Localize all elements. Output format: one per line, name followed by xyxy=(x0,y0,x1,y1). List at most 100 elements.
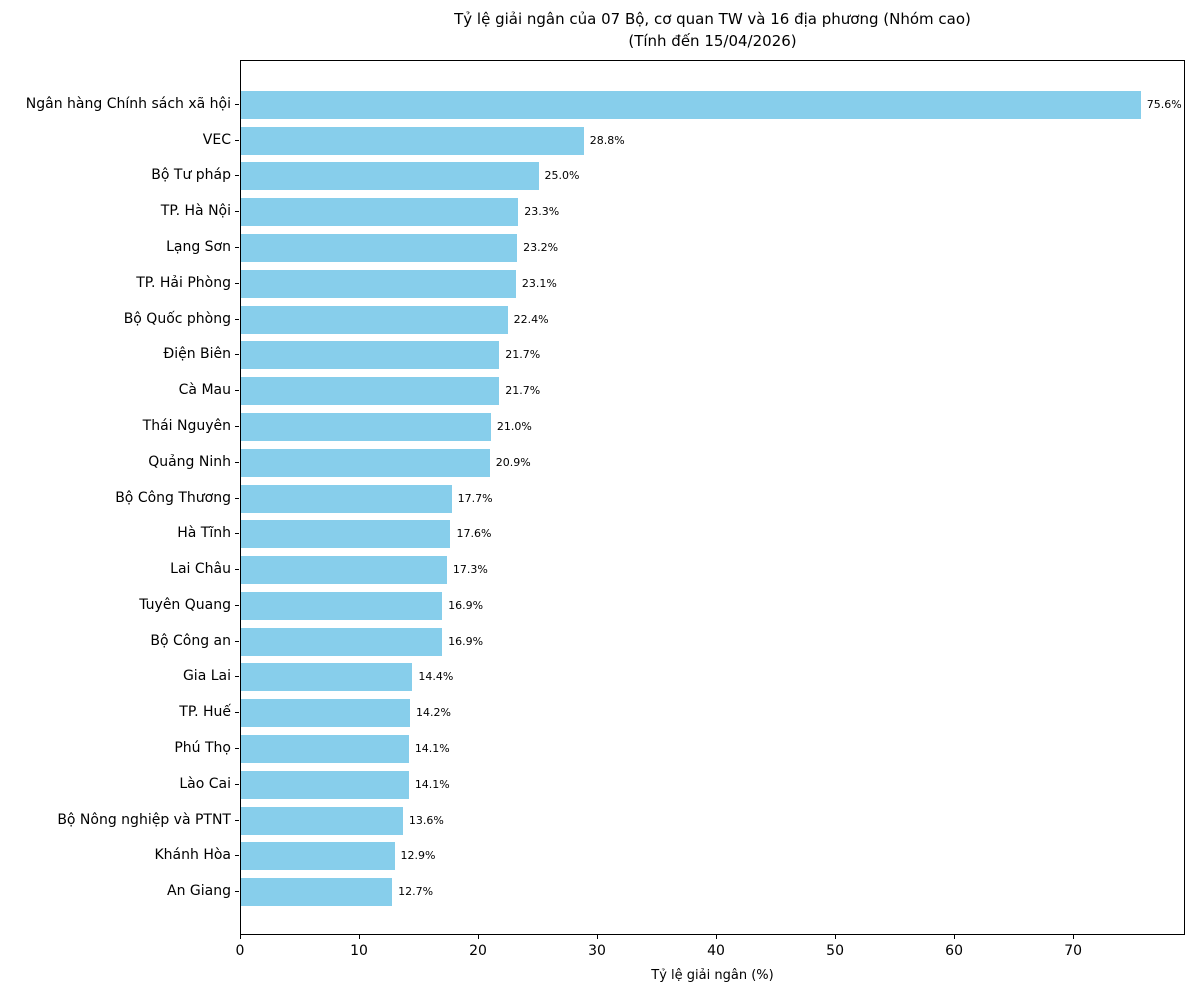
y-tick-mark xyxy=(235,390,239,392)
x-tick-mark xyxy=(359,935,361,939)
bar-value-label: 14.2% xyxy=(416,706,451,720)
bar xyxy=(241,305,508,334)
bar xyxy=(241,126,584,155)
y-tick-label: Bộ Tư pháp xyxy=(151,167,231,184)
chart-title: Tỷ lệ giải ngân của 07 Bộ, cơ quan TW và… xyxy=(454,10,971,28)
y-tick-mark xyxy=(235,604,239,606)
y-tick-mark xyxy=(235,533,239,535)
bar-value-label: 20.9% xyxy=(495,455,531,469)
x-tick-label: 10 xyxy=(350,943,368,959)
y-tick-label: TP. Hà Nội xyxy=(160,203,231,220)
y-tick-mark xyxy=(235,425,239,427)
bar-value-label: 21.7% xyxy=(505,384,541,398)
bar-value-label: 25.0% xyxy=(544,169,580,183)
x-tick-label: 50 xyxy=(826,943,844,959)
x-tick-mark xyxy=(954,935,956,939)
y-tick-label: Thái Nguyên xyxy=(142,417,231,434)
bar-value-label: 12.9% xyxy=(400,849,436,863)
bar-value-label: 17.6% xyxy=(456,527,492,541)
bar xyxy=(241,484,452,513)
y-tick-label: Lạng Sơn xyxy=(166,239,231,256)
y-tick-mark xyxy=(235,461,239,463)
bar xyxy=(241,198,519,227)
y-tick-mark xyxy=(235,247,239,249)
y-tick-mark xyxy=(235,318,239,320)
bar-value-label: 14.4% xyxy=(418,670,454,684)
bar-value-label: 28.8% xyxy=(589,133,625,147)
x-tick-label: 40 xyxy=(707,943,725,959)
y-tick-label: An Giang xyxy=(167,883,231,900)
bar xyxy=(241,341,500,370)
y-tick-mark xyxy=(235,103,239,105)
bar xyxy=(241,591,443,620)
x-tick-label: 20 xyxy=(469,943,487,959)
y-tick-mark xyxy=(235,819,239,821)
bar-value-label: 21.0% xyxy=(496,419,532,433)
y-tick-label: Bộ Công an xyxy=(150,632,231,649)
x-tick-mark xyxy=(240,935,241,939)
bar xyxy=(241,699,410,728)
bar-value-label: 16.9% xyxy=(448,634,484,648)
bar-value-label: 14.1% xyxy=(414,777,450,791)
bar xyxy=(241,734,409,763)
x-tick-label: 70 xyxy=(1064,943,1083,959)
x-tick-label: 0 xyxy=(235,943,245,959)
y-tick-mark xyxy=(235,640,239,642)
y-axis: Ngân hàng Chính sách xã hội VEC Bộ Tư pháp… xyxy=(0,60,231,935)
bar-value-label: 22.4% xyxy=(513,312,549,326)
x-tick-label: 30 xyxy=(588,943,606,959)
y-tick-mark xyxy=(235,282,239,284)
bar-value-label: 12.7% xyxy=(398,885,434,899)
bar xyxy=(241,842,395,871)
bar xyxy=(241,806,403,835)
y-tick-mark xyxy=(235,354,239,356)
y-tick-label: Lào Cai xyxy=(179,775,231,792)
x-tick-mark xyxy=(716,935,718,939)
bar-value-label: 17.3% xyxy=(452,563,488,577)
bar-value-label: 75.6% xyxy=(1146,97,1182,111)
bar xyxy=(241,412,491,441)
y-tick-mark xyxy=(235,891,239,893)
y-tick-label: Lai Châu xyxy=(170,561,231,578)
bar-value-label: 13.6% xyxy=(408,813,444,827)
bar-value-label: 14.1% xyxy=(414,741,450,755)
bar xyxy=(241,556,447,585)
x-tick-mark xyxy=(1073,935,1075,939)
y-tick-label: Cà Mau xyxy=(178,382,231,399)
bar xyxy=(241,269,516,298)
bar xyxy=(241,234,518,263)
bar-value-label: 23.3% xyxy=(524,205,560,219)
x-axis-title: Tỷ lệ giải ngân (%) xyxy=(651,968,774,983)
y-tick-mark xyxy=(235,497,239,499)
bar xyxy=(241,520,451,549)
y-tick-mark xyxy=(235,747,239,749)
y-tick-mark xyxy=(235,139,239,141)
y-tick-mark xyxy=(235,712,239,714)
x-tick-mark xyxy=(597,935,599,939)
y-tick-mark xyxy=(235,783,239,785)
y-tick-label: Khánh Hòa xyxy=(154,847,231,864)
y-tick-mark xyxy=(235,855,239,857)
bar xyxy=(241,770,409,799)
y-tick-mark xyxy=(235,211,239,213)
y-tick-label: Ngân hàng Chính sách xã hội xyxy=(25,95,231,112)
bar xyxy=(241,448,490,477)
bar-value-label: 21.7% xyxy=(505,348,541,362)
bar xyxy=(241,878,393,907)
y-tick-label: Phú Thọ xyxy=(174,739,231,756)
bar xyxy=(241,377,500,406)
y-tick-label: VEC xyxy=(202,131,231,148)
plot-area: 75.6% 28.8% 25.0% 23.3% 23.2% 23.1% 22.4% 21.7%… xyxy=(240,60,1185,935)
y-tick-label: Quảng Ninh xyxy=(148,453,231,470)
bar xyxy=(241,663,413,692)
y-tick-label: TP. Huế xyxy=(179,704,231,721)
x-tick-mark xyxy=(478,935,480,939)
y-tick-mark xyxy=(235,676,239,678)
bar-value-label: 16.9% xyxy=(448,598,484,612)
bar xyxy=(241,627,443,656)
y-tick-label: Điện Biên xyxy=(163,346,231,363)
y-tick-label: Bộ Công Thương xyxy=(115,489,231,506)
bar xyxy=(241,162,539,191)
y-tick-label: Bộ Quốc phòng xyxy=(123,310,231,327)
bar-value-label: 23.2% xyxy=(523,241,559,255)
